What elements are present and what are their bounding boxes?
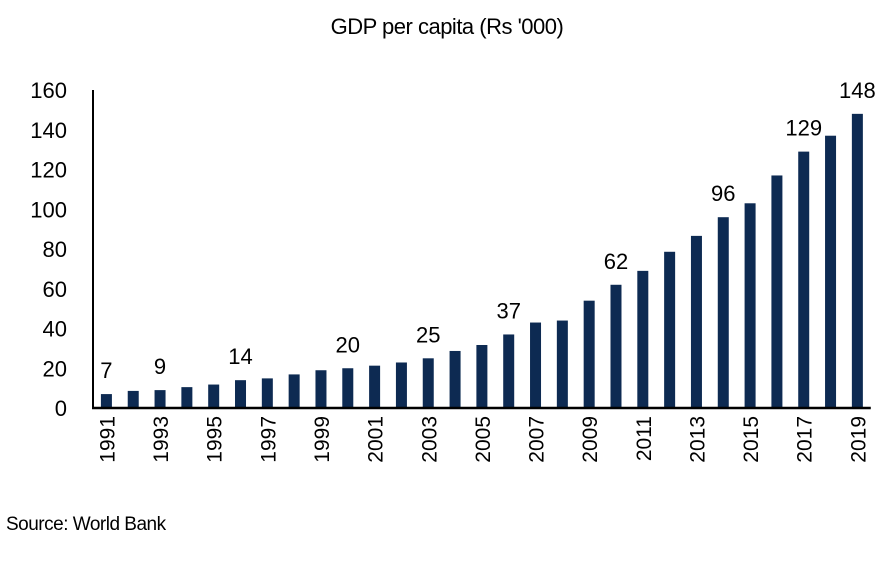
- bar-1993: [154, 390, 166, 408]
- x-tick-label: 2017: [794, 416, 817, 463]
- data-label: 37: [496, 298, 520, 323]
- source-note: Source: World Bank: [6, 514, 166, 535]
- bar-2012: [664, 251, 676, 408]
- bar-2017: [798, 151, 810, 409]
- x-tick-label: 2011: [633, 416, 656, 461]
- data-label: 7: [100, 358, 112, 383]
- bar-1991: [100, 394, 112, 408]
- data-label: 9: [154, 354, 166, 379]
- x-tick-label: 2005: [472, 416, 495, 463]
- bar-1999: [315, 370, 327, 408]
- data-label: 96: [711, 181, 735, 206]
- y-tick-label: 40: [43, 317, 67, 342]
- bar-1994: [181, 387, 193, 408]
- bar-2004: [449, 350, 461, 408]
- data-label: 20: [336, 332, 360, 357]
- x-tick-label: 1997: [257, 416, 280, 463]
- bar-2016: [771, 175, 783, 408]
- x-tick-label: 2013: [686, 416, 709, 463]
- x-tick-label: 2001: [365, 416, 388, 463]
- x-tick-label: 2009: [579, 416, 602, 463]
- bar-2008: [556, 320, 568, 408]
- bar-2002: [395, 362, 407, 408]
- bar-2019: [851, 113, 863, 408]
- y-tick-label: 20: [43, 356, 67, 381]
- data-label: 148: [839, 78, 876, 103]
- bar-2015: [744, 203, 756, 408]
- bar-2001: [369, 365, 381, 408]
- x-tick-label: 2003: [418, 416, 441, 463]
- x-tick-label: 1999: [311, 416, 334, 463]
- bar-1995: [208, 384, 220, 408]
- bar-2007: [530, 322, 542, 408]
- x-tick-label: 1993: [150, 416, 173, 463]
- data-label: 129: [785, 116, 822, 141]
- bar-2018: [825, 135, 837, 408]
- y-tick-label: 80: [43, 237, 67, 262]
- bar-2010: [610, 284, 622, 408]
- x-tick-label: 2019: [847, 416, 870, 463]
- bar-2006: [503, 334, 515, 408]
- y-tick-label: 120: [30, 158, 67, 183]
- data-label: 62: [604, 249, 628, 274]
- chart-title: GDP per capita (Rs '000): [330, 14, 564, 39]
- bar-2014: [717, 217, 729, 408]
- bar-2013: [690, 235, 702, 408]
- bar-2003: [422, 358, 434, 408]
- bar-2005: [476, 344, 488, 408]
- data-label: 25: [416, 322, 440, 347]
- x-tick-label: 2007: [526, 416, 549, 463]
- bar-1992: [127, 390, 139, 408]
- bar-1996: [235, 380, 247, 408]
- x-tick-label: 2015: [740, 416, 763, 463]
- bar-1998: [288, 374, 300, 408]
- x-tick-label: 1991: [96, 416, 119, 463]
- y-tick-label: 0: [55, 396, 67, 421]
- y-tick-label: 100: [30, 197, 67, 222]
- bar-2000: [342, 368, 354, 408]
- bar-1997: [261, 378, 273, 408]
- bar-2011: [637, 270, 649, 408]
- y-tick-label: 140: [30, 118, 67, 143]
- y-tick-label: 60: [43, 277, 67, 302]
- data-label: 14: [228, 344, 252, 369]
- y-tick-label: 160: [30, 78, 67, 103]
- bar-2009: [583, 300, 595, 408]
- x-tick-label: 1995: [204, 416, 227, 463]
